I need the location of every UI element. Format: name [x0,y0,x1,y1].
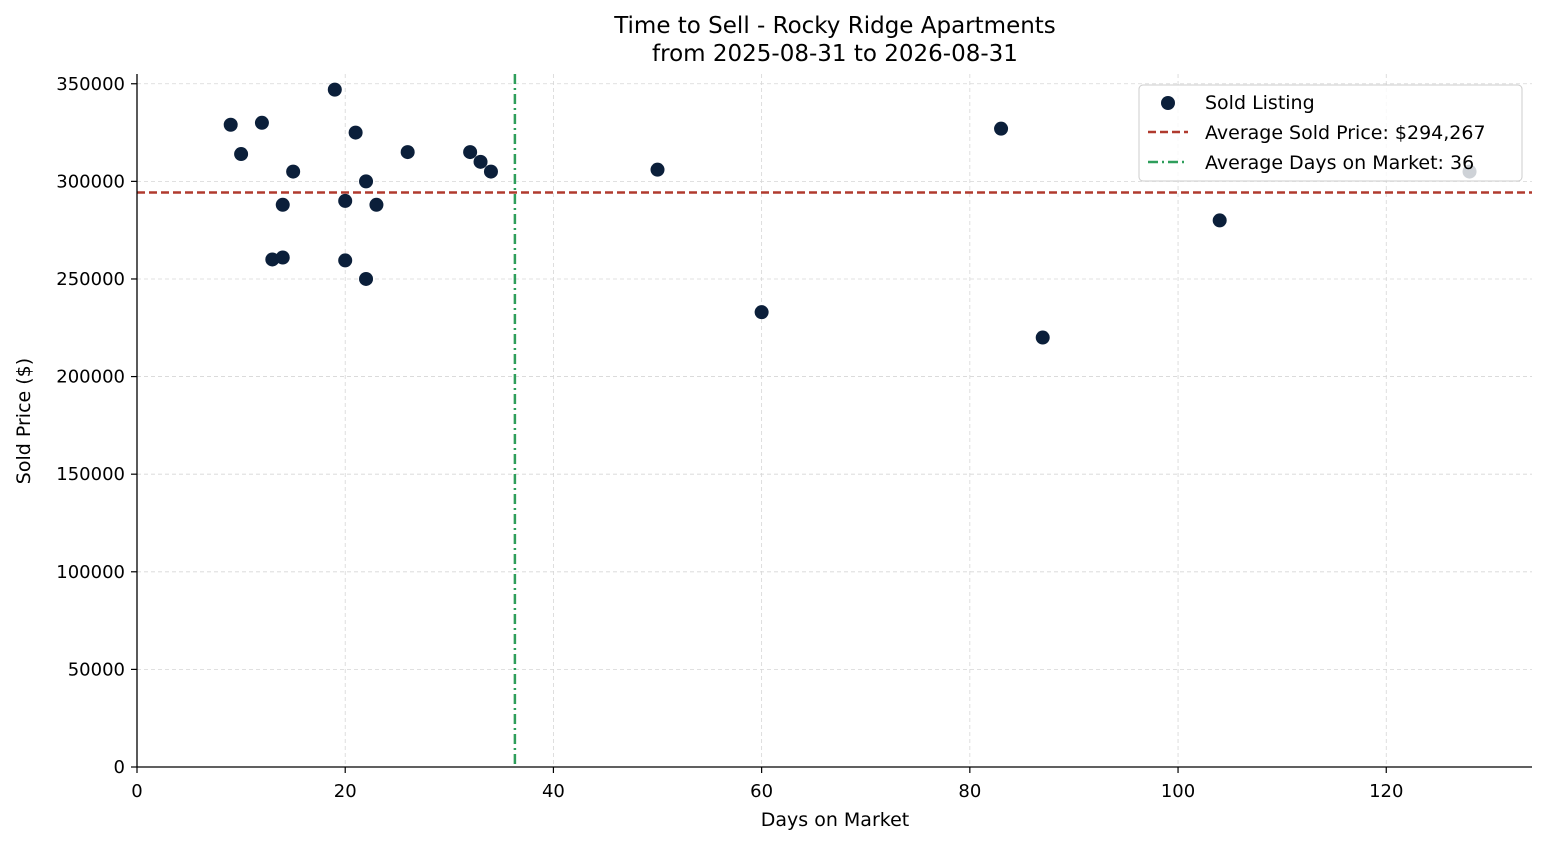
data-point [483,164,498,179]
data-point [754,305,769,320]
x-tick-label: 0 [131,781,142,802]
legend-label-sold-listing: Sold Listing [1205,92,1315,114]
reference-lines [137,74,1532,767]
data-point [369,197,384,212]
data-point [1035,330,1050,345]
x-tick-label: 60 [750,781,773,802]
data-point [463,145,478,160]
data-point [338,193,353,208]
x-tick-label: 20 [334,781,357,802]
data-points [223,82,1477,345]
legend-marker-sold-listing [1161,96,1175,110]
x-tick-label: 120 [1369,781,1403,802]
data-point [275,197,290,212]
data-point [327,82,342,97]
y-tick-label: 150000 [56,464,125,485]
data-point [286,164,301,179]
data-point [359,271,374,286]
y-tick-label: 50000 [68,659,125,680]
y-tick-label: 100000 [56,562,125,583]
data-point [994,121,1009,136]
tick-labels: 0 20 40 60 80 100 120 0 50000 100000 150000 200000 2… [56,74,1403,802]
data-point [473,154,488,169]
y-tick-label: 300000 [56,171,125,192]
y-tick-label: 250000 [56,269,125,290]
y-tick-label: 350000 [56,74,125,95]
chart-title: Time to Sell - Rocky Ridge Apartments [613,13,1056,39]
data-point [234,147,249,162]
data-point [338,253,353,268]
data-point [254,115,269,130]
x-axis-label: Days on Market [761,809,909,831]
legend-label-average-sold-price: Average Sold Price: $294,267 [1205,122,1486,144]
data-point [359,174,374,189]
data-point [275,250,290,265]
y-tick-label: 0 [114,757,125,778]
x-tick-label: 80 [958,781,981,802]
data-point [1212,213,1227,228]
data-point [400,145,415,160]
data-point [650,162,665,177]
legend-label-average-days-on-market: Average Days on Market: 36 [1205,152,1474,174]
x-tick-label: 40 [542,781,565,802]
data-point [223,117,238,132]
chart-subtitle: from 2025-08-31 to 2026-08-31 [652,41,1018,67]
legend-frame [1138,84,1523,182]
axes [131,74,1532,773]
y-tick-label: 200000 [56,367,125,388]
data-point [265,252,280,267]
x-tick-label: 100 [1161,781,1195,802]
data-point [348,125,363,140]
y-axis-label: Sold Price ($) [13,358,35,484]
legend: Sold Listing Average Sold Price: $294,26… [1138,84,1523,182]
